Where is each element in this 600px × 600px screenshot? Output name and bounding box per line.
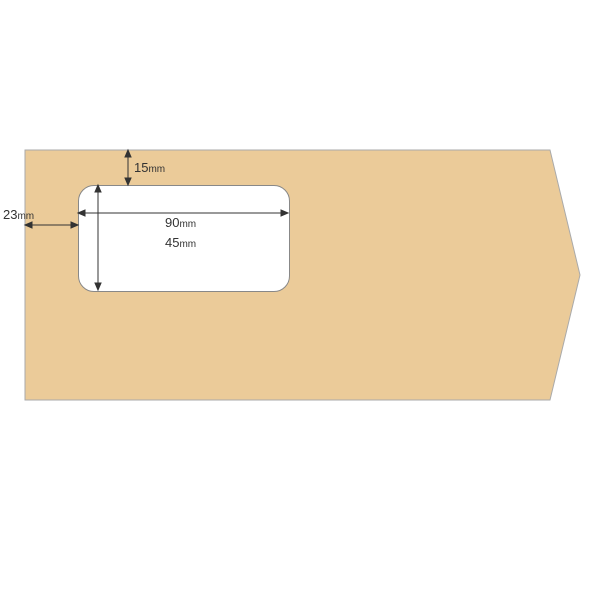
dim-unit: mm xyxy=(148,164,165,175)
diagram-canvas: 15mm 23mm 90mm 45mm xyxy=(0,0,600,600)
dim-value: 15 xyxy=(134,160,148,175)
dim-left-margin: 23mm xyxy=(3,207,34,222)
dim-window-width: 90mm xyxy=(165,215,196,230)
dim-unit: mm xyxy=(179,219,196,230)
dim-value: 23 xyxy=(3,207,17,222)
dim-value: 90 xyxy=(165,215,179,230)
dim-unit: mm xyxy=(179,239,196,250)
envelope-shape xyxy=(0,0,600,600)
dim-top-margin: 15mm xyxy=(134,160,165,175)
dim-unit: mm xyxy=(17,211,34,222)
dim-window-height: 45mm xyxy=(165,235,196,250)
dim-value: 45 xyxy=(165,235,179,250)
